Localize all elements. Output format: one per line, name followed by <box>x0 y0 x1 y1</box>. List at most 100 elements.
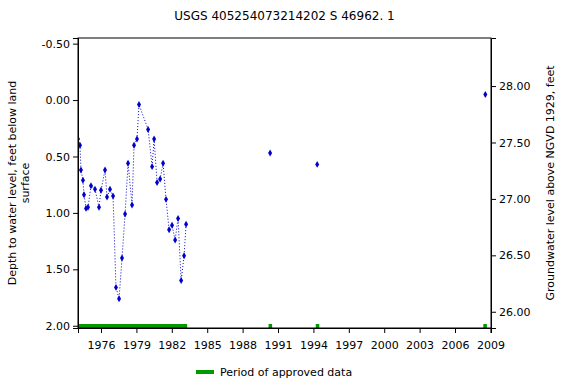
tick-label: 26.50 <box>499 249 531 262</box>
data-point <box>167 226 171 233</box>
axis-line <box>492 39 497 329</box>
tick-label: 1994 <box>300 339 328 352</box>
legend: Period of approved data <box>196 366 352 379</box>
tick-label: 0.50 <box>46 151 71 164</box>
tick: 27.00 <box>491 193 531 206</box>
tick-mark <box>278 328 279 333</box>
legend-swatch <box>196 370 214 374</box>
data-point <box>170 222 174 229</box>
legend-label: Period of approved data <box>220 366 352 379</box>
tick-mark <box>73 44 78 45</box>
tick-label: 1985 <box>194 339 222 352</box>
tick: 0.00 <box>46 94 79 107</box>
tick-label: 1.00 <box>46 207 71 220</box>
tick-label: 2009 <box>477 339 505 352</box>
tick-mark <box>491 312 496 313</box>
tick: 1976 <box>88 328 116 352</box>
tick-mark <box>73 269 78 270</box>
tick: 1982 <box>158 328 186 352</box>
tick-label: 26.00 <box>499 306 531 319</box>
tick-mark <box>136 328 137 333</box>
tick-mark <box>455 328 456 333</box>
tick: 26.50 <box>491 249 531 262</box>
tick-label: 2.00 <box>46 320 71 333</box>
tick: 1997 <box>335 328 363 352</box>
data-point <box>150 163 154 170</box>
data-point <box>152 136 156 143</box>
data-point <box>130 202 134 209</box>
tick-label: 1979 <box>123 339 151 352</box>
data-point <box>103 167 107 174</box>
tick: 2.00 <box>46 320 79 333</box>
tick-label: 1.50 <box>46 263 71 276</box>
y-axis: -0.50 0.00 0.50 1.00 1.50 2.00 <box>42 38 79 333</box>
tick-mark <box>349 328 350 333</box>
data-point <box>179 277 183 284</box>
approved-period <box>269 324 273 328</box>
tick-label: 2003 <box>406 339 434 352</box>
tick-label: 27.50 <box>499 137 531 150</box>
y2-axis: 26.00 26.50 27.00 27.50 28.00 <box>491 39 531 329</box>
data-point <box>114 284 118 291</box>
tick-mark <box>172 328 173 333</box>
data-point <box>184 221 188 228</box>
data-point <box>173 237 177 244</box>
tick-label: 1982 <box>158 339 186 352</box>
tick: 27.50 <box>491 137 531 150</box>
data-point <box>123 211 127 218</box>
tick: 2006 <box>442 328 470 352</box>
data-point <box>155 179 159 186</box>
tick: 0.50 <box>46 151 79 164</box>
tick-mark <box>491 199 496 200</box>
tick: 28.00 <box>491 80 531 93</box>
data-point <box>105 194 109 201</box>
tick-mark <box>73 156 78 157</box>
series-line <box>78 94 485 298</box>
tick-label: -0.50 <box>42 38 70 51</box>
tick-mark <box>313 328 314 333</box>
tick-mark <box>420 328 421 333</box>
tick: 1.00 <box>46 207 79 220</box>
tick-label: 2000 <box>371 339 399 352</box>
approved-period <box>483 324 487 328</box>
tick-mark <box>207 328 208 333</box>
tick-mark <box>491 142 496 143</box>
tick-label: 2006 <box>442 339 470 352</box>
y-axis-title: Depth to water level, feet below landsur… <box>6 81 32 286</box>
data-point <box>81 177 85 184</box>
data-point <box>108 186 112 193</box>
data-point <box>146 126 150 133</box>
plot-frame <box>78 38 491 328</box>
data-point <box>137 101 141 108</box>
tick: 1.50 <box>46 263 79 276</box>
approved-period <box>78 324 187 328</box>
data-point <box>120 255 124 262</box>
tick-mark <box>73 100 78 101</box>
plot-area <box>78 91 487 328</box>
tick-label: 1988 <box>229 339 257 352</box>
tick: 1988 <box>229 328 257 352</box>
data-point <box>79 167 83 174</box>
tick-label: 1976 <box>88 339 116 352</box>
chart: USGS 405254073214202 S 46962. 1 1976 1979 1… <box>0 0 576 384</box>
tick-label: 0.00 <box>46 94 71 107</box>
tick-label: 1997 <box>335 339 363 352</box>
data-point <box>158 176 162 183</box>
tick-label: 28.00 <box>499 80 531 93</box>
tick: 1985 <box>194 328 222 352</box>
title: USGS 405254073214202 S 46962. 1 <box>174 9 394 23</box>
tick: 2009 <box>477 328 505 352</box>
x-axis: 1976197919821985198819911994199720002003… <box>79 328 505 352</box>
tick: 26.00 <box>491 306 531 319</box>
tick: -0.50 <box>42 38 78 51</box>
tick-mark <box>491 255 496 256</box>
tick-mark <box>101 328 102 333</box>
y2-axis-title: Groundwater level above NGVD 1929, feet <box>544 65 557 301</box>
data-point <box>126 160 130 167</box>
data-point <box>315 161 319 168</box>
data-point <box>89 182 93 189</box>
data-point <box>161 160 165 167</box>
tick: 2000 <box>371 328 399 352</box>
data-point <box>86 204 90 211</box>
data-point <box>483 91 487 98</box>
